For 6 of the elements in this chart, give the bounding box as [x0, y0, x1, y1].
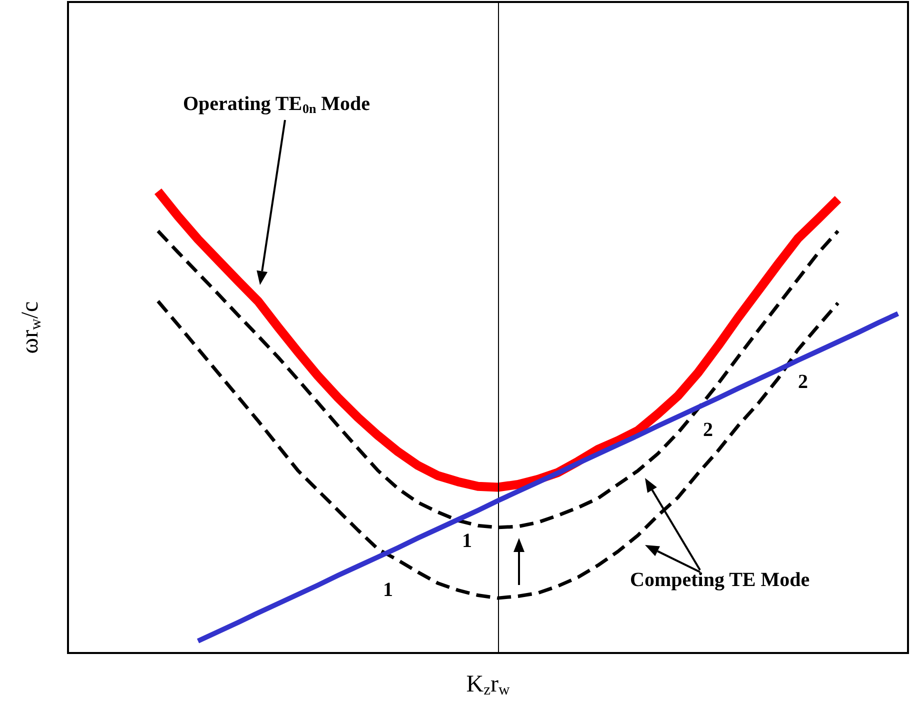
annotation: 2	[798, 371, 808, 393]
annotation: 1	[383, 579, 393, 601]
annotation: 1	[462, 530, 472, 552]
annotation: Competing TE Mode	[630, 569, 810, 591]
y-axis-title: ωrw/c	[18, 301, 44, 354]
annotation: 2	[703, 419, 713, 441]
